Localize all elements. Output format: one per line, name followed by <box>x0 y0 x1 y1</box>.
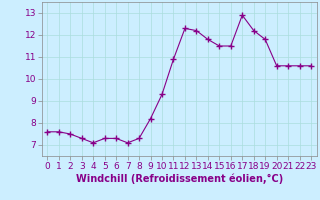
X-axis label: Windchill (Refroidissement éolien,°C): Windchill (Refroidissement éolien,°C) <box>76 173 283 184</box>
